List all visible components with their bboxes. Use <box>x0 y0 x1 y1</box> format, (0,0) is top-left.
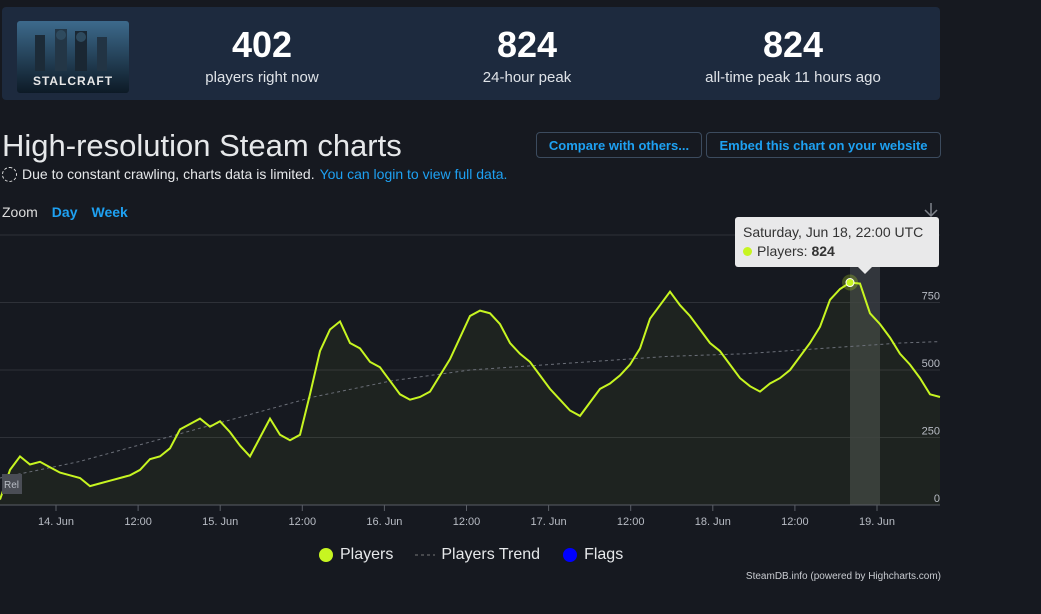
x-tick-label: 12:00 <box>289 516 317 528</box>
players-circle-icon <box>319 548 333 562</box>
stat-current-players: 402 players right now <box>142 24 382 87</box>
stat-label: players right now <box>205 69 319 86</box>
stat-value: 824 <box>496 24 558 65</box>
loading-icon <box>2 166 17 182</box>
players-dot-icon <box>743 246 752 256</box>
embed-chart-button[interactable]: Embed this chart on your website <box>706 132 941 158</box>
trend-dash-icon <box>415 554 436 556</box>
zoom-week-button[interactable]: Week <box>91 204 128 220</box>
rel-button[interactable] <box>2 474 22 494</box>
x-tick-label: 12:00 <box>453 516 481 528</box>
zoom-controls: Zoom Day Week <box>2 204 128 220</box>
game-header: STALCRAFT 402 players right now 824 24-h… <box>2 7 940 100</box>
stat-value: 824 <box>762 24 824 65</box>
x-tick-label: 17. Jun <box>531 516 567 528</box>
data-limit-notice: Due to constant crawling, charts data is… <box>2 166 507 182</box>
chart-credit: SteamDB.info (powered by Highcharts.com) <box>745 571 941 582</box>
zoom-label: Zoom <box>2 204 38 220</box>
peak-point[interactable] <box>845 278 855 288</box>
rel-label: Rel <box>4 480 19 491</box>
flags-circle-icon <box>563 548 578 562</box>
y-tick-label: 500 <box>922 358 940 370</box>
tooltip-date: Saturday, Jun 18, 22:00 UTC <box>743 224 924 240</box>
x-tick-label: 12:00 <box>781 516 809 528</box>
compare-button[interactable]: Compare with others... <box>536 132 702 158</box>
x-tick-label: 18. Jun <box>695 516 731 528</box>
legend-flags-label: Flags <box>584 546 624 563</box>
notice-text: Due to constant crawling, charts data is… <box>22 166 315 182</box>
chart-tooltip: Saturday, Jun 18, 22:00 UTC Players: 824 <box>735 217 939 267</box>
players-area <box>0 282 940 505</box>
hover-band <box>850 240 880 505</box>
stat-label: all-time peak 11 hours ago <box>705 69 881 86</box>
x-tick-label: 12:00 <box>617 516 645 528</box>
y-tick-label: 0 <box>934 493 940 505</box>
tooltip-series: Players: <box>757 243 808 259</box>
x-tick-label: 14. Jun <box>38 516 74 528</box>
y-tick-label: 750 <box>922 291 940 303</box>
x-tick-label: 16. Jun <box>366 516 402 528</box>
stat-value: 402 <box>231 24 293 65</box>
stat-24h-peak: 824 24-hour peak <box>407 24 647 87</box>
logo-text: STALCRAFT <box>33 74 113 88</box>
x-tick-label: 19. Jun <box>859 516 895 528</box>
stat-label: 24-hour peak <box>482 69 572 86</box>
chart-legend: Players Players Trend Flags <box>318 546 645 564</box>
legend-players[interactable]: Players <box>318 546 393 564</box>
players-trend-line <box>0 341 941 479</box>
login-link[interactable]: You can login to view full data. <box>319 166 508 182</box>
tooltip-value: 824 <box>811 243 835 259</box>
zoom-day-button[interactable]: Day <box>51 204 78 220</box>
legend-trend-label: Players Trend <box>441 546 541 563</box>
legend-players-label: Players <box>340 546 394 563</box>
game-logo[interactable]: STALCRAFT <box>17 21 129 93</box>
tooltip-pointer <box>858 267 872 274</box>
page-title: High-resolution Steam charts <box>2 128 402 163</box>
y-tick-label: 250 <box>922 426 940 438</box>
legend-trend[interactable]: Players Trend <box>415 546 540 564</box>
x-tick-label: 15. Jun <box>202 516 238 528</box>
players-line <box>0 281 941 500</box>
stat-all-time-peak: 824 all-time peak 11 hours ago <box>673 24 913 87</box>
legend-flags[interactable]: Flags <box>562 546 623 564</box>
x-tick-label: 12:00 <box>124 516 152 528</box>
